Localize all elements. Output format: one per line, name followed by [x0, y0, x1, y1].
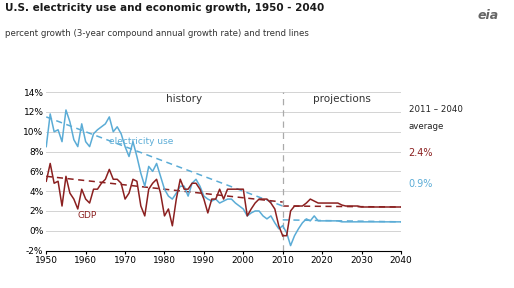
Text: history: history	[166, 94, 202, 104]
Text: 2011 – 2040: 2011 – 2040	[409, 105, 463, 114]
Text: eia: eia	[478, 9, 499, 22]
Text: 0.9%: 0.9%	[409, 179, 433, 189]
Text: percent growth (3-year compound annual growth rate) and trend lines: percent growth (3-year compound annual g…	[5, 29, 309, 38]
Text: 2.4%: 2.4%	[409, 148, 433, 158]
Text: GDP: GDP	[78, 211, 97, 220]
Text: U.S. electricity use and economic growth, 1950 - 2040: U.S. electricity use and economic growth…	[5, 3, 324, 13]
Text: projections: projections	[313, 94, 371, 104]
Text: average: average	[409, 122, 444, 131]
Text: electricity use: electricity use	[109, 137, 174, 146]
